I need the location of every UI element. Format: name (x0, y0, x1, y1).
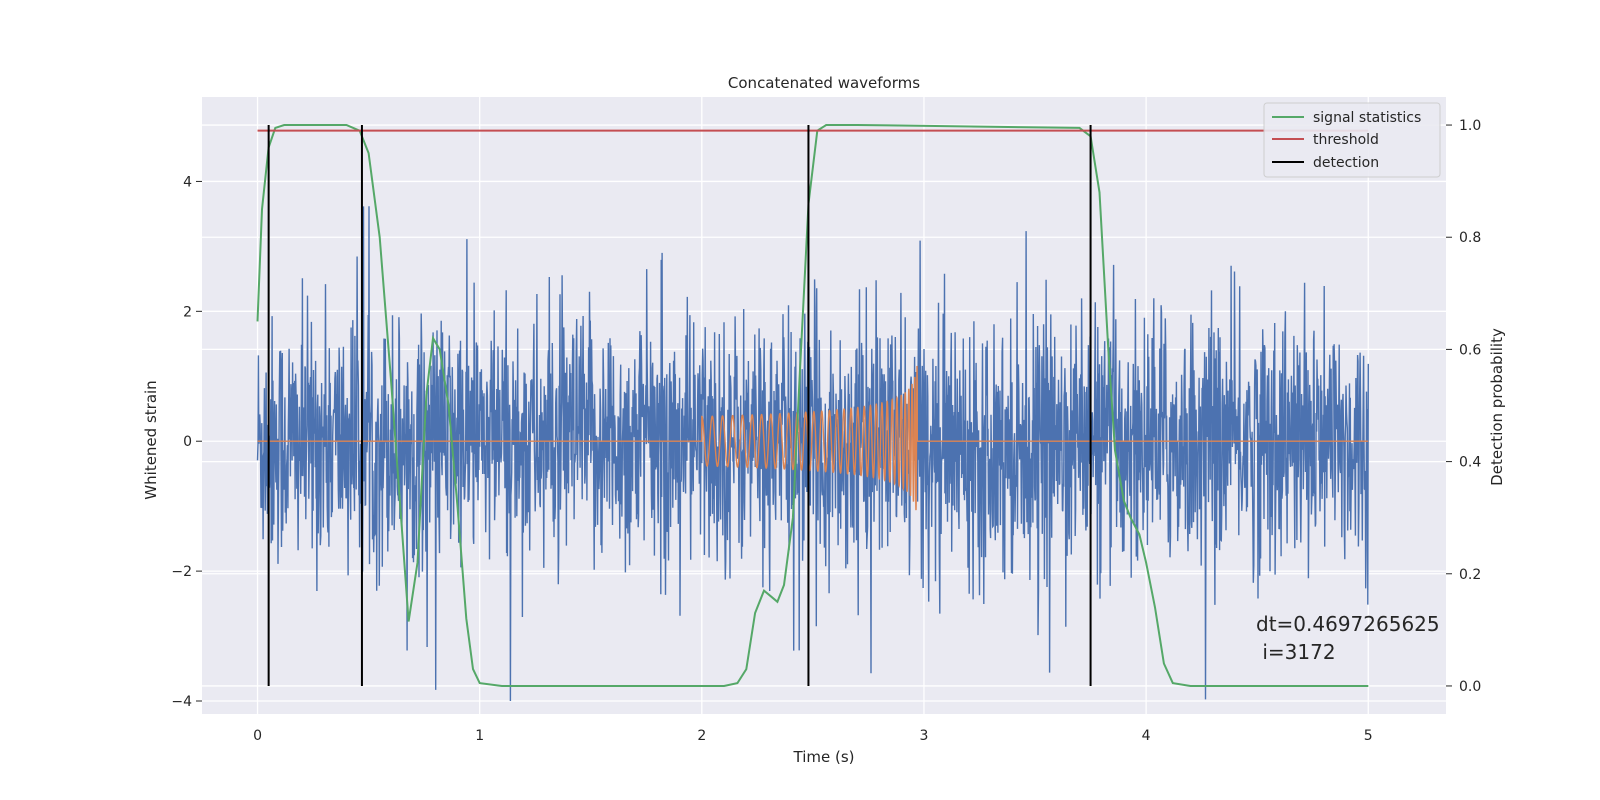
x-tick-label: 1 (475, 728, 484, 744)
legend-label-signal-statistics: signal statistics (1313, 110, 1421, 126)
y-tick-label: 0 (183, 434, 192, 450)
x-tick-label: 5 (1364, 728, 1373, 744)
chirp-series (257, 365, 1369, 511)
x-tick-label: 2 (697, 728, 706, 744)
y-tick-label: 4 (183, 174, 192, 190)
legend-box (1263, 102, 1441, 178)
x-axis-ticks: 0 1 2 3 4 5 (253, 728, 1373, 744)
x-axis-label: Time (s) (793, 748, 855, 766)
legend: signal statistics threshold detection (1263, 102, 1441, 178)
annotation-dt: dt=0.4697265625 (1256, 612, 1440, 636)
y2-tick-label: 0.8 (1459, 230, 1481, 246)
legend-label-threshold: threshold (1313, 132, 1379, 148)
y2-axis-label: Detection probability (1488, 328, 1506, 486)
y2-axis-ticks: 0.0 0.2 0.4 0.6 0.8 1.0 (1446, 118, 1481, 695)
y-tick-label: 2 (183, 304, 192, 320)
y-axis-label: Whitened strain (142, 380, 160, 499)
x-tick-label: 4 (1142, 728, 1151, 744)
signal-statistics-series (256, 124, 1369, 687)
y-tick-label: −4 (171, 694, 192, 710)
annotation-index: i=3172 (1256, 640, 1336, 664)
y2-tick-label: 0.4 (1459, 455, 1481, 471)
chart-title: Concatenated waveforms (728, 74, 920, 92)
detection-series (267, 125, 1092, 686)
x-tick-label: 3 (920, 728, 929, 744)
y2-tick-label: 0.6 (1459, 342, 1481, 358)
x-tick-label: 0 (253, 728, 262, 744)
y2-tick-label: 0.2 (1459, 567, 1481, 583)
y-axis-ticks: −4 −2 0 2 4 (171, 174, 202, 710)
grid-lines (202, 97, 1446, 714)
legend-label-detection: detection (1313, 155, 1379, 171)
chirp-trace (257, 365, 1369, 511)
y2-tick-label: 1.0 (1459, 118, 1481, 134)
y-tick-label: −2 (171, 564, 192, 580)
signal-statistics-line (256, 124, 1369, 687)
y2-tick-label: 0.0 (1459, 679, 1481, 695)
